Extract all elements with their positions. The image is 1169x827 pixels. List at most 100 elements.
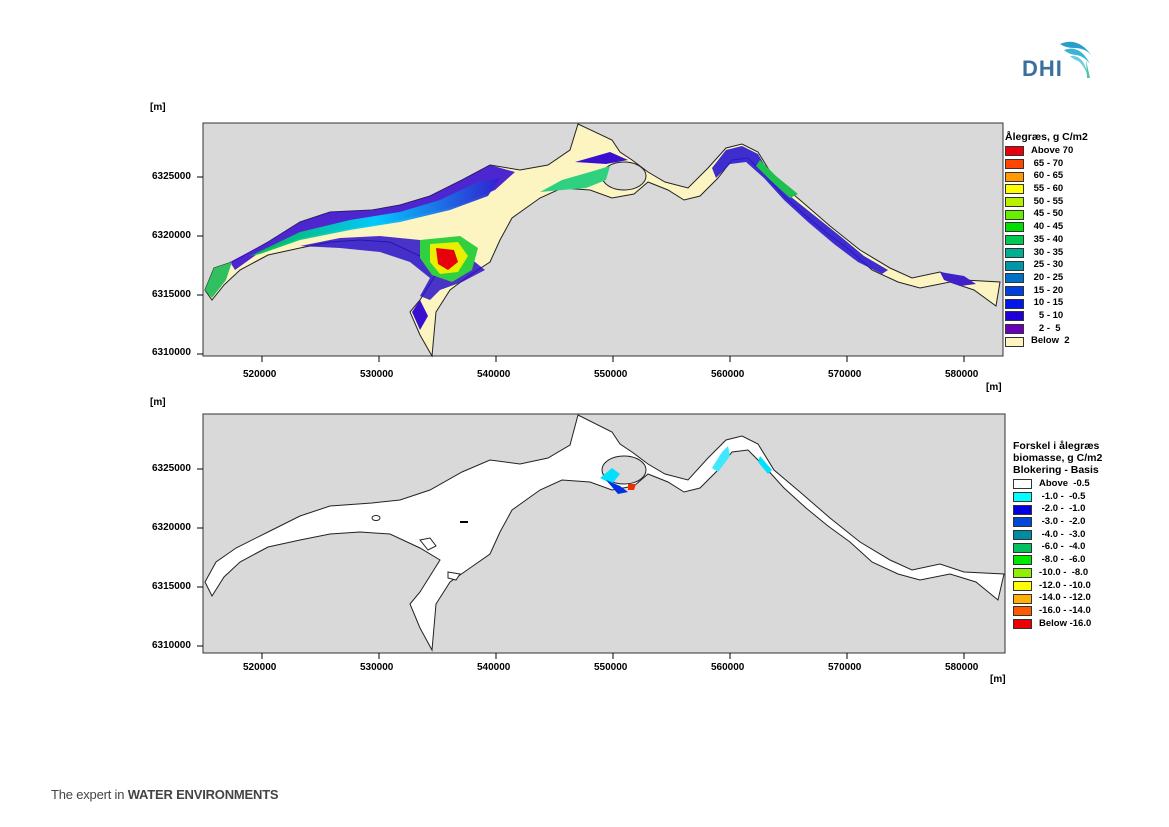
logo-text: DHI [1022,56,1063,81]
bottom-x-tick: 530000 [360,662,394,673]
top-legend-item: 50 - 55 [1005,196,1088,209]
bottom-diff-cyan-east [758,456,772,474]
top-x-tick: 580000 [945,369,979,380]
top-y-axis [197,176,203,355]
top-legend-item: 20 - 25 [1005,272,1088,285]
bottom-legend-swatch [1013,492,1032,503]
bottom-legend-swatch [1013,555,1032,566]
footer-prefix: The expert in [51,787,128,802]
bottom-legend-label: -8.0 - -6.0 [1039,554,1086,566]
top-seagrass-west [205,262,232,298]
bottom-legend: Forskel i ålegræs biomasse, g C/m2 Bloke… [1013,440,1102,630]
top-seagrass-southarm [412,300,428,330]
top-legend-swatch [1005,159,1024,170]
top-legend-item: 30 - 35 [1005,247,1088,260]
top-legend-item: 65 - 70 [1005,158,1088,171]
top-y-tick: 6315000 [152,289,191,300]
top-x-tick: 570000 [828,369,862,380]
bottom-legend-item: Below -16.0 [1013,618,1102,631]
top-legend-label: 40 - 45 [1031,221,1064,233]
top-legend-item: 40 - 45 [1005,221,1088,234]
bottom-legend-label: -4.0 - -3.0 [1039,528,1086,540]
bottom-legend-item: -8.0 - -6.0 [1013,554,1102,567]
top-x-tick: 520000 [243,369,277,380]
top-legend-label: 5 - 10 [1031,309,1064,321]
footer-emphasis: WATER ENVIRONMENTS [127,787,279,802]
top-legend-swatch [1005,323,1024,334]
bottom-legend-title-line: Forskel i ålegræs [1013,440,1100,452]
top-x-tick: 560000 [711,369,745,380]
top-legend-item: 55 - 60 [1005,183,1088,196]
top-legend-item: 35 - 40 [1005,234,1088,247]
top-legend-swatch [1005,285,1024,296]
top-legend-label: 25 - 30 [1031,259,1064,271]
top-legend-swatch [1005,273,1024,284]
bottom-legend-item: -12.0 - -10.0 [1013,580,1102,593]
bottom-legend-item: -10.0 - -8.0 [1013,567,1102,580]
bottom-y-unit: [m] [150,397,166,408]
bottom-legend-item: -6.0 - -4.0 [1013,541,1102,554]
bottom-legend-item: -1.0 - -0.5 [1013,491,1102,504]
top-x-tick: 550000 [594,369,628,380]
bottom-legend-item: Above -0.5 [1013,478,1102,491]
bottom-small-island-2 [447,571,461,581]
top-legend-label: 35 - 40 [1031,233,1064,245]
top-legend-label: 15 - 20 [1031,284,1064,296]
top-legend-label: 2 - 5 [1031,322,1061,334]
top-legend-swatch [1005,298,1024,309]
bottom-legend-label: -16.0 - -14.0 [1039,604,1091,616]
top-x-tick: 540000 [477,369,511,380]
top-legend-item: 45 - 50 [1005,208,1088,221]
bottom-y-tick: 6325000 [152,463,191,474]
bottom-legend-label: -12.0 - -10.0 [1039,579,1091,591]
top-legend-item: Below 2 [1005,335,1088,348]
top-legend-title: Ålegræs, g C/m2 [1005,131,1088,143]
top-map [197,122,1004,362]
top-seagrass-river-green [756,160,798,198]
top-seagrass-river [712,146,888,274]
top-legend-label: 55 - 60 [1031,183,1064,195]
bottom-diff-red [628,484,636,490]
top-legend-label: 50 - 55 [1031,195,1064,207]
top-legend-item: 60 - 65 [1005,170,1088,183]
bottom-legend-swatch [1013,618,1032,629]
top-y-tick: 6310000 [152,347,191,358]
bottom-legend-label: -6.0 - -4.0 [1039,541,1086,553]
top-x-tick: 530000 [360,369,394,380]
bottom-map [197,413,1006,659]
top-legend-swatch [1005,260,1024,271]
top-legend-label: 65 - 70 [1031,157,1064,169]
top-y-unit: [m] [150,102,166,113]
bottom-y-tick: 6320000 [152,522,191,533]
top-legend-swatch [1005,209,1024,220]
bottom-x-tick: 560000 [711,662,745,673]
bottom-x-tick: 550000 [594,662,628,673]
bottom-y-tick: 6310000 [152,640,191,651]
bottom-legend-swatch [1013,530,1032,541]
bottom-legend-item: -14.0 - -12.0 [1013,592,1102,605]
bottom-legend-item: -2.0 - -1.0 [1013,503,1102,516]
top-legend-item: 15 - 20 [1005,285,1088,298]
top-legend-swatch [1005,197,1024,208]
bottom-legend-label: Below -16.0 [1039,617,1092,629]
top-seagrass-red-patch [436,248,458,270]
top-seagrass-east-tip [940,272,976,286]
bottom-small-island-3 [371,515,381,521]
top-y-tick: 6325000 [152,171,191,182]
bottom-legend-swatch [1013,593,1032,604]
bottom-legend-label: -3.0 - -2.0 [1039,516,1086,528]
top-legend-item: 25 - 30 [1005,259,1088,272]
top-seagrass-east1 [540,166,610,192]
top-legend-swatch [1005,235,1024,246]
top-legend-swatch [1005,184,1024,195]
top-legend-item: 2 - 5 [1005,323,1088,336]
top-seagrass-mid [250,178,500,256]
bottom-legend-label: -14.0 - -12.0 [1039,592,1091,604]
top-x-unit: [m] [986,382,1002,393]
top-seagrass-east2 [575,152,628,164]
top-legend-label: Above 70 [1031,145,1074,156]
bottom-legend-swatch [1013,517,1032,528]
bottom-legend-swatch [1013,580,1032,591]
top-legend-label: 20 - 25 [1031,271,1064,283]
bottom-legend-label: -1.0 - -0.5 [1039,490,1086,502]
